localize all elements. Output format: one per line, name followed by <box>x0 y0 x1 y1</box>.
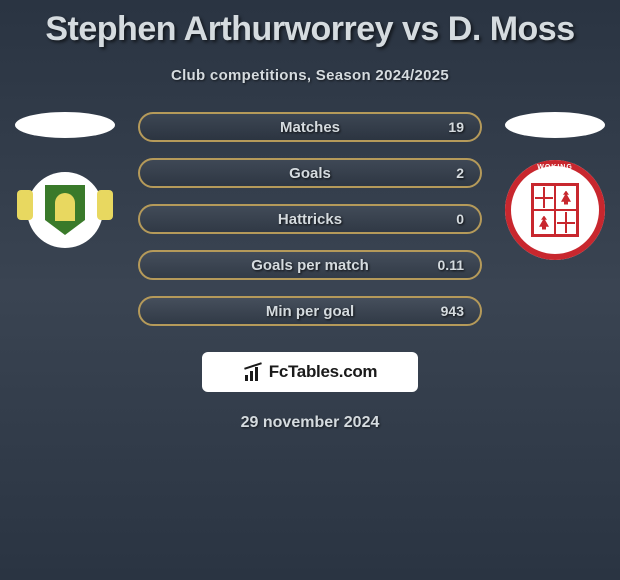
comparison-subtitle: Club competitions, Season 2024/2025 <box>0 67 620 84</box>
stat-label: Min per goal <box>186 303 434 320</box>
stat-row: Matches 19 <box>138 112 482 142</box>
brand-logo[interactable]: FcTables.com <box>202 352 418 392</box>
stat-label: Matches <box>186 119 434 136</box>
stat-right-value: 0 <box>434 211 464 227</box>
stat-label: Hattricks <box>186 211 434 228</box>
club-left-crest <box>15 172 115 248</box>
stat-row: Goals 2 <box>138 158 482 188</box>
comparison-main-row: Matches 19 Goals 2 Hattricks 0 Goals per… <box>0 112 620 326</box>
brand-chart-icon <box>243 363 263 381</box>
stat-right-value: 0.11 <box>434 257 464 273</box>
comparison-title: Stephen Arthurworrey vs D. Moss <box>0 0 620 49</box>
club-right-crest: WOKING <box>505 172 605 248</box>
stat-right-value: 943 <box>434 303 464 319</box>
player-right-column: WOKING <box>500 112 610 248</box>
player-right-silhouette <box>505 112 605 138</box>
player-left-silhouette <box>15 112 115 138</box>
stat-right-value: 2 <box>434 165 464 181</box>
stat-label: Goals <box>186 165 434 182</box>
stat-row: Hattricks 0 <box>138 204 482 234</box>
stat-label: Goals per match <box>186 257 434 274</box>
footer-date: 29 november 2024 <box>0 414 620 432</box>
stats-column: Matches 19 Goals 2 Hattricks 0 Goals per… <box>138 112 482 326</box>
stat-row: Min per goal 943 <box>138 296 482 326</box>
stat-right-value: 19 <box>434 119 464 135</box>
brand-logo-text: FcTables.com <box>269 362 378 382</box>
player-left-column <box>10 112 120 248</box>
stat-row: Goals per match 0.11 <box>138 250 482 280</box>
